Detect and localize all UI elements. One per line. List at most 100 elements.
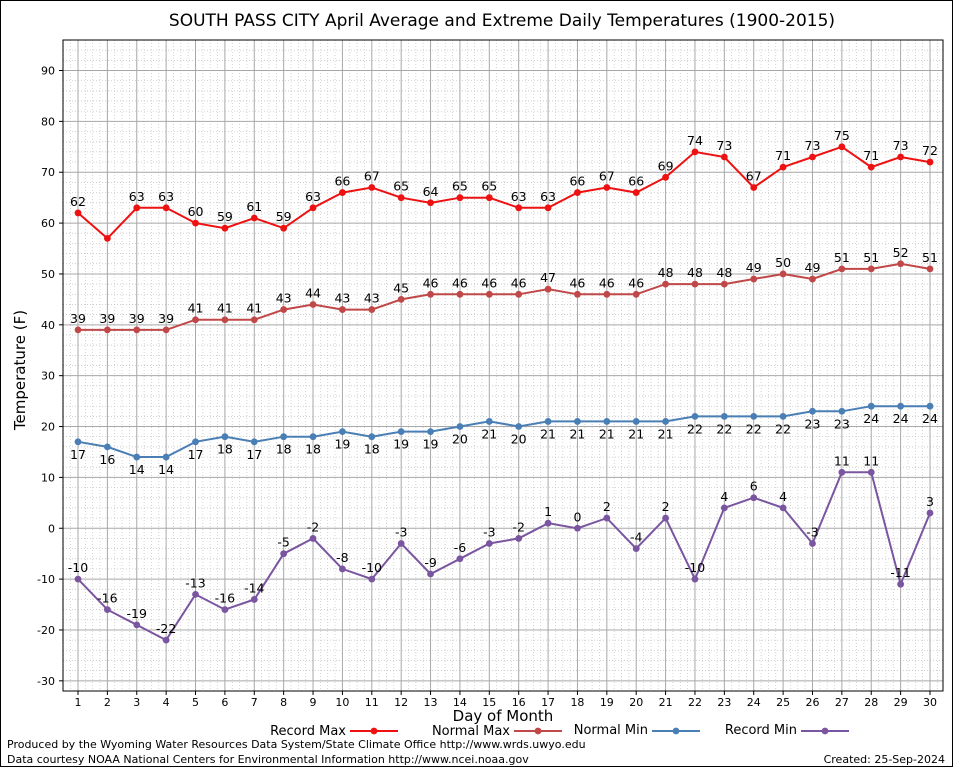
x-tick-label: 20 <box>629 696 643 709</box>
data-point <box>103 326 111 334</box>
data-label: -14 <box>244 580 264 595</box>
y-tick-label: 20 <box>41 421 55 434</box>
data-label: 17 <box>246 447 262 462</box>
data-label: -5 <box>277 535 289 550</box>
legend-label: Normal Min <box>574 723 648 738</box>
data-point <box>544 418 552 425</box>
data-point <box>897 402 905 410</box>
data-label: 63 <box>305 189 321 204</box>
data-point <box>544 285 552 293</box>
data-label: 19 <box>423 437 439 452</box>
data-point <box>133 326 141 334</box>
series-line <box>77 145 931 240</box>
x-tick-label: 13 <box>424 696 438 709</box>
legend-swatch-marker <box>672 727 680 735</box>
data-point <box>750 275 758 283</box>
data-point <box>926 265 934 273</box>
x-tick-label: 25 <box>776 696 790 709</box>
data-label: 71 <box>863 148 879 163</box>
data-point <box>368 433 376 441</box>
data-label: 11 <box>834 453 850 468</box>
data-point <box>662 514 669 522</box>
data-point <box>779 270 787 278</box>
y-tick-label: 60 <box>41 217 55 230</box>
x-tick-label: 6 <box>221 696 228 709</box>
data-label: 20 <box>452 432 468 447</box>
legend-item: Record Max <box>270 724 398 739</box>
data-label: 69 <box>658 158 674 173</box>
data-point <box>750 184 758 191</box>
data-point <box>103 606 111 614</box>
minor-grid <box>62 39 943 692</box>
data-label: 23 <box>805 416 821 431</box>
data-point <box>397 540 405 547</box>
data-point <box>485 540 493 547</box>
data-point <box>809 275 816 283</box>
data-label: 43 <box>334 291 350 306</box>
x-tick-label: 14 <box>453 696 467 709</box>
data-point <box>603 514 611 522</box>
data-point <box>162 636 170 644</box>
data-point <box>632 189 640 196</box>
data-point <box>867 468 875 476</box>
y-tick-label: -30 <box>37 675 55 688</box>
data-point <box>867 402 875 410</box>
data-label: 50 <box>775 255 791 270</box>
data-label: -22 <box>156 621 176 636</box>
data-point <box>838 265 846 273</box>
data-point <box>397 194 405 202</box>
series-line <box>77 471 931 642</box>
data-label: 66 <box>628 174 644 189</box>
data-point <box>221 433 229 441</box>
legend-swatch-marker <box>821 727 829 735</box>
data-point <box>456 555 464 563</box>
data-label: 75 <box>834 128 850 143</box>
data-label: 46 <box>452 275 468 290</box>
data-point <box>779 163 787 171</box>
data-label: 45 <box>393 280 409 295</box>
data-label: 41 <box>188 301 204 316</box>
data-point <box>74 209 82 217</box>
data-point <box>897 260 905 268</box>
data-point <box>515 535 523 542</box>
data-point <box>427 290 434 298</box>
x-tick-label: 2 <box>104 696 111 709</box>
data-point <box>926 158 934 166</box>
x-tick-label: 10 <box>335 696 349 709</box>
data-label: 41 <box>246 301 262 316</box>
data-point <box>74 438 82 446</box>
data-point <box>809 407 816 415</box>
data-label: 63 <box>129 189 145 204</box>
plot-border <box>62 39 944 692</box>
data-label: 46 <box>569 275 585 290</box>
data-point <box>192 438 199 446</box>
data-label: 43 <box>364 291 380 306</box>
data-label: 41 <box>217 301 233 316</box>
y-axis-ticks: -30 -20 -10 0 10 20 30 40 50 60 70 80 90 <box>37 65 63 688</box>
y-tick-label: 90 <box>41 65 55 78</box>
y-tick-label: -20 <box>37 624 55 637</box>
data-label: 2 <box>603 499 611 514</box>
data-point <box>838 143 846 151</box>
data-label: 63 <box>540 189 556 204</box>
x-tick-label: 11 <box>365 696 379 709</box>
legend-label: Record Max <box>270 724 346 739</box>
data-label: 39 <box>158 311 174 326</box>
data-point <box>603 290 611 298</box>
footer-created-date: Created: 25-Sep-2024 <box>824 753 945 766</box>
legend-swatch-marker <box>534 727 542 735</box>
data-label: 24 <box>893 411 909 426</box>
data-label: 39 <box>99 311 115 326</box>
x-tick-label: 27 <box>835 696 849 709</box>
data-point <box>74 575 82 583</box>
data-point <box>250 214 258 222</box>
data-label: 11 <box>863 453 879 468</box>
data-label: -10 <box>362 560 382 575</box>
x-tick-label: 3 <box>133 696 140 709</box>
data-label: 64 <box>423 184 439 199</box>
data-point <box>809 540 816 547</box>
data-label: 17 <box>70 447 86 462</box>
data-label: 59 <box>217 209 233 224</box>
data-label: 51 <box>922 250 938 265</box>
y-tick-label: 70 <box>41 166 55 179</box>
